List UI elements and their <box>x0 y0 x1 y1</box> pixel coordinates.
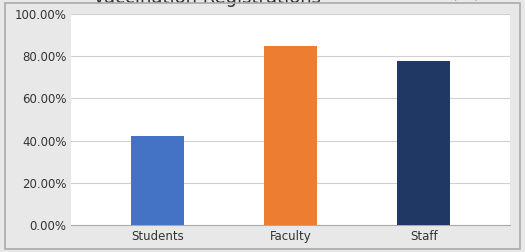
Bar <box>264 46 318 225</box>
Text: (As of 7/22/21): (As of 7/22/21) <box>408 0 501 2</box>
Bar <box>397 60 450 225</box>
Text: Vaccination Registrations: Vaccination Registrations <box>93 0 321 7</box>
Bar <box>131 136 184 225</box>
